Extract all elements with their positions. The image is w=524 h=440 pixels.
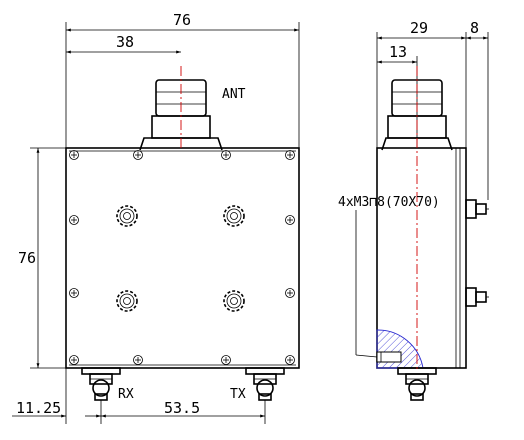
dim-port-left-offset: 11.25	[16, 399, 61, 417]
side-studs	[465, 199, 489, 307]
tuning-screws	[116, 205, 245, 312]
rx-port	[81, 367, 121, 401]
perimeter-screws	[69, 150, 295, 365]
dim-side-depth: 29	[410, 19, 428, 37]
label-tx: TX	[230, 387, 246, 402]
side-view: 29 8 13	[338, 19, 489, 401]
tx-port	[245, 367, 285, 401]
dim-port-spacing: 53.5	[164, 399, 200, 417]
dim-side-stud: 8	[470, 19, 479, 37]
front-body	[65, 147, 300, 369]
front-view: 76 38 ANT	[12, 11, 300, 424]
side-port	[397, 367, 437, 401]
dim-side-connector-offset: 13	[389, 43, 407, 61]
dim-overall-height: 76	[18, 249, 36, 267]
label-rx: RX	[118, 387, 134, 402]
dim-overall-width: 76	[173, 11, 191, 29]
label-ant: ANT	[222, 87, 246, 102]
section-cutout	[376, 329, 424, 369]
dim-connector-offset: 38	[116, 33, 134, 51]
label-mounting: 4xM3⊓8(70X70)	[338, 195, 440, 210]
